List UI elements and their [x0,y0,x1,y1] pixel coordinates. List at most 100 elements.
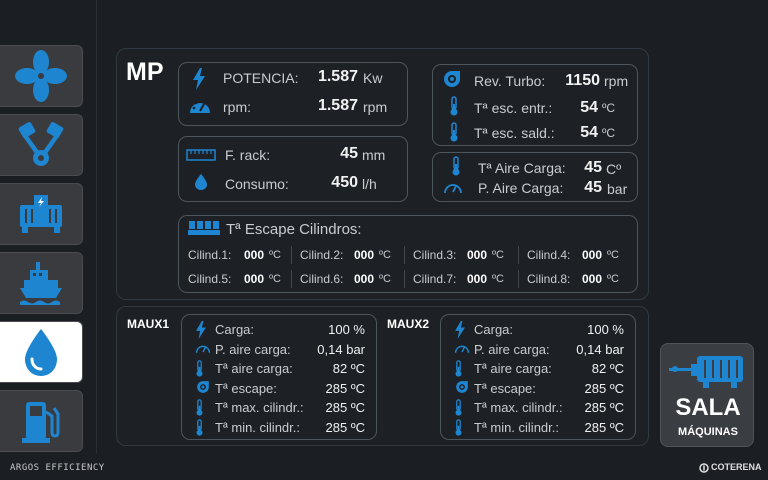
cylinder-separator [518,246,519,264]
thermometer-icon [450,96,458,116]
turbo-icon [444,71,460,87]
cylinder-unit: ºC [269,273,281,285]
drop-icon [25,329,57,376]
bolt-icon [195,321,207,344]
rpm-value: 1.587 [317,97,358,114]
footer-brand-left: ARGOS EFFICIENCY [10,463,105,473]
maux2-title: MAUX2 [387,317,430,331]
cylinder-unit: ºC [492,273,504,285]
thermometer-icon [195,418,204,441]
gauge-icon [454,341,470,359]
rack-label: F. rack: [225,147,271,163]
sidebar-item-fuel-pump[interactable] [0,390,83,452]
esc-sald-unit: ºC [602,126,616,140]
maux2-box [440,314,636,440]
turbo-label: Rev. Turbo: [474,73,546,89]
esc-entr-label: Tª esc. entr.: [474,100,553,116]
sidebar-item-fuel-drop[interactable] [0,321,83,383]
rpm-unit: rpm [363,99,388,115]
maux1-title: MAUX1 [127,317,170,331]
aire-carga-t-value: 45 [584,159,602,176]
consumo-value: 450 [331,174,358,191]
maux2-row-label: Tª aire carga: [474,361,552,376]
maux2-row-label: Tª escape: [474,380,536,396]
footer-brand-right: COTERENA [711,462,762,472]
turbo-icon [195,380,211,399]
cylinder-value: 000 [467,272,488,286]
esc-sald-label: Tª esc. sald.: [474,125,555,141]
maux2-row-label: Tª min. cilindr.: [474,419,559,435]
rpm-label: rpm: [223,99,251,115]
sidebar-item-engine[interactable] [0,114,83,176]
maux2-row-label: P. aire carga: [474,341,550,357]
turbo-value: 1150 [565,72,600,89]
power-rpm-box [178,62,408,126]
maux2-row-value: 285 ºC [584,380,624,396]
mp-panel [116,48,649,300]
ruler-icon [186,149,216,161]
thermometer-icon [195,399,204,421]
cylinder-unit: ºC [492,249,504,261]
cylinder-label: Cilind.7: [413,272,457,286]
esc-entr-unit: ºC [602,101,616,115]
turbo-box [432,64,638,146]
cylinder-separator [404,270,405,288]
cylinders-title: Tª Escape Cilindros: [226,221,362,238]
cylinder-value: 000 [467,248,488,262]
aire-carga-box [432,152,638,202]
cylinder-label: Cilind.1: [188,248,232,262]
aire-carga-p-unit: bar [607,181,628,197]
bolt-icon [454,321,466,344]
aux-panel [116,306,649,446]
maux1-row-value: 82 ºC [332,361,365,376]
sala-label: SALA [675,394,741,421]
cylinder-unit: ºC [269,249,281,261]
aire-carga-t-unit: Cº [606,161,622,177]
engine-room-icon [669,356,743,388]
potencia-label: POTENCIA: [223,70,299,86]
maux1-row-label: P. aire carga: [215,341,291,357]
cylinder-value: 000 [582,272,603,286]
bolt-icon [193,68,205,90]
turbo-icon [454,380,470,399]
thermometer-icon [450,122,458,142]
consumo-unit: l/h [362,176,377,192]
sidebar-item-ship[interactable] [0,252,83,314]
cylinder-value: 000 [354,272,375,286]
gauge-icon [195,341,211,359]
cylinder-value: 000 [582,248,603,262]
maux2-row-value: 82 ºC [591,361,624,376]
turbo-unit: rpm [604,73,629,89]
sidebar-item-fan[interactable] [0,45,83,107]
cylinder-value: 000 [244,248,265,262]
cylinder-unit: ºC [379,249,391,261]
sidebar-item-generator[interactable] [0,183,83,245]
maux1-row-label: Tª aire carga: [215,361,293,376]
cylinder-separator [518,270,519,288]
ship-icon [20,262,62,305]
maux1-row-value: 285 ºC [325,419,365,435]
maux2-row-label: Tª max. cilindr.: [474,400,563,415]
consumo-label: Consumo: [225,176,289,192]
coterena-logo-icon [699,463,709,473]
maquinas-label: MÁQUINAS [678,426,738,438]
thermometer-icon [454,399,463,421]
cylinder-label: Cilind.5: [188,272,232,286]
aire-carga-p-label: P. Aire Carga: [478,180,564,196]
maux2-row-value: 0,14 bar [576,341,624,357]
thermometer-icon [454,418,463,441]
fan-icon [15,50,67,102]
cylinder-label: Cilind.6: [300,272,344,286]
maux1-row-value: 285 ºC [325,380,365,396]
generator-icon [20,195,62,233]
sidebar [0,0,96,458]
aire-carga-p-value: 45 [584,179,602,196]
cylinder-value: 000 [354,248,375,262]
maux1-row-label: Carga: [215,322,255,337]
sala-maquinas-button[interactable]: SALA MÁQUINAS [660,343,754,447]
esc-entr-value: 54 [580,99,598,116]
cylinder-value: 000 [244,272,265,286]
cylinder-label: Cilind.4: [527,248,571,262]
mp-title: MP [126,58,164,86]
drop-icon [195,174,207,190]
